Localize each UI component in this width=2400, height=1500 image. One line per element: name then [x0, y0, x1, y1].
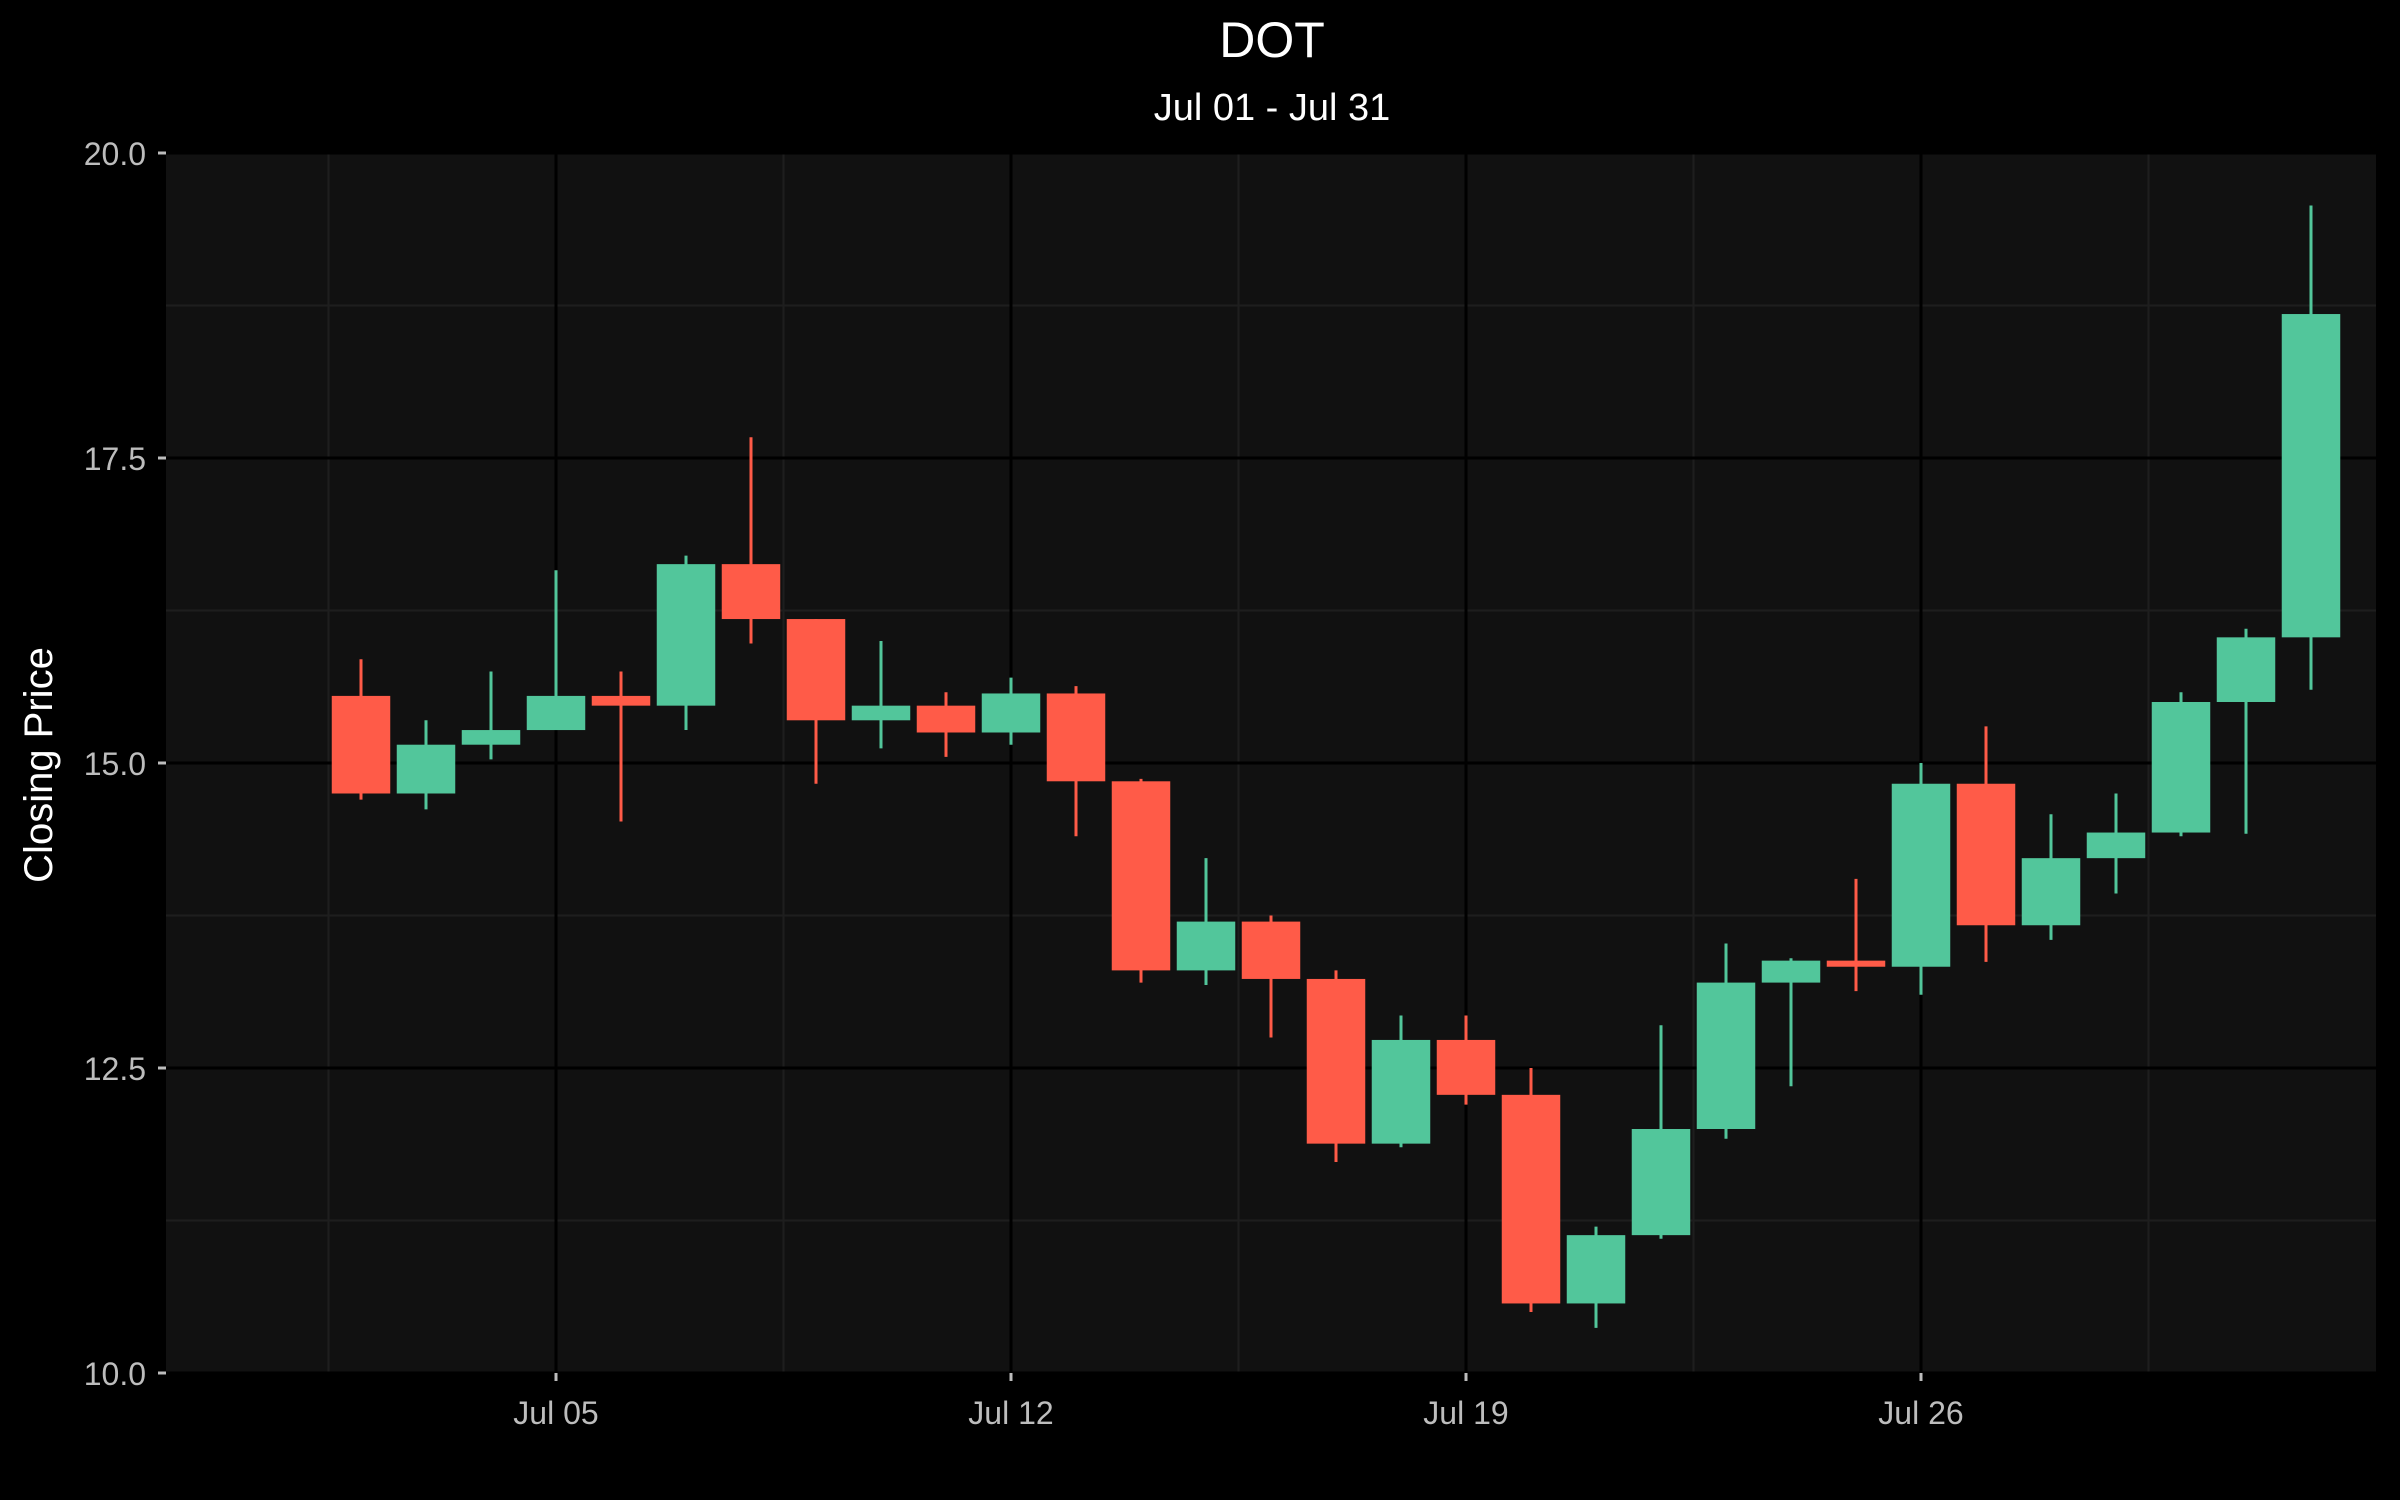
candle-body [1696, 982, 1756, 1129]
candle-body [2086, 832, 2146, 859]
candle-body [786, 619, 846, 721]
candle-up [461, 671, 521, 760]
candle-down [591, 671, 651, 822]
candle-body [1566, 1235, 1626, 1304]
candle-body [656, 564, 716, 706]
candle-body [851, 705, 911, 721]
y-tick-label: 15.0 [84, 746, 146, 782]
chart-subtitle: Jul 01 - Jul 31 [1154, 87, 1391, 129]
grid-lines [166, 151, 2376, 1375]
x-tick-label: Jul 12 [968, 1395, 1053, 1431]
x-tick-label: Jul 19 [1423, 1395, 1508, 1431]
candle-up [2086, 793, 2146, 894]
candle-down [331, 659, 391, 800]
candle-up [851, 641, 911, 749]
candle-up [1371, 1015, 1431, 1148]
candle-body [1761, 960, 1821, 983]
candle-body [721, 564, 781, 620]
candle-up [2281, 205, 2341, 690]
candle-up [2151, 692, 2211, 837]
candle-body [1826, 960, 1886, 967]
y-tick-label: 12.5 [84, 1051, 146, 1087]
x-tick-label: Jul 05 [513, 1395, 598, 1431]
candle-body [2151, 702, 2211, 833]
axes: 10.0 12.5 15.0 17.5 20.0 Jul 05 Jul 12 Jul 19 Ju… [84, 136, 1964, 1431]
candle-body [1436, 1039, 1496, 1095]
candle-up [1631, 1025, 1691, 1239]
candle-down [1046, 686, 1106, 837]
candles [331, 205, 2341, 1328]
candle-body [1241, 921, 1301, 979]
candle-body [331, 695, 391, 794]
candle-up [2021, 814, 2081, 940]
candle-body [1046, 693, 1106, 782]
candle-up [2216, 628, 2276, 834]
candle-body [2281, 314, 2341, 638]
candle-up [526, 570, 586, 731]
candle-down [1501, 1068, 1561, 1312]
candle-down [1436, 1015, 1496, 1105]
candle-body [1501, 1094, 1561, 1304]
x-tick-label: Jul 26 [1878, 1395, 1963, 1431]
candle-body [1371, 1039, 1431, 1144]
y-tick-label: 17.5 [84, 441, 146, 477]
candle-body [981, 693, 1041, 733]
candle-body [916, 705, 976, 733]
candle-body [1631, 1129, 1691, 1236]
candle-body [2216, 637, 2276, 702]
candle-body [1306, 978, 1366, 1144]
candle-up [1176, 858, 1236, 986]
candle-body [2021, 858, 2081, 926]
candle-body [526, 695, 586, 731]
candle-down [721, 437, 781, 644]
candle-up [1761, 958, 1821, 1087]
candle-body [1891, 783, 1951, 967]
candle-down [1956, 726, 2016, 962]
candle-up [981, 677, 1041, 745]
y-tick-label: 10.0 [84, 1356, 146, 1392]
candle-body [591, 695, 651, 706]
chart-title: DOT [1219, 12, 1325, 68]
candle-down [1826, 878, 1886, 992]
candle-up [656, 555, 716, 731]
candle-body [396, 744, 456, 794]
candle-down [1306, 970, 1366, 1162]
y-tick-label: 20.0 [84, 136, 146, 172]
candle-down [1241, 915, 1301, 1038]
candle-body [1956, 783, 2016, 926]
y-axis-label: Closing Price [17, 647, 61, 883]
candle-up [1696, 943, 1756, 1139]
candle-down [786, 619, 846, 784]
candle-up [1891, 763, 1951, 995]
candle-up [396, 720, 456, 810]
candle-body [461, 730, 521, 745]
candle-down [1111, 778, 1171, 983]
candle-body [1111, 781, 1171, 971]
candle-up [1566, 1226, 1626, 1328]
candle-down [916, 692, 976, 757]
candle-body [1176, 921, 1236, 971]
